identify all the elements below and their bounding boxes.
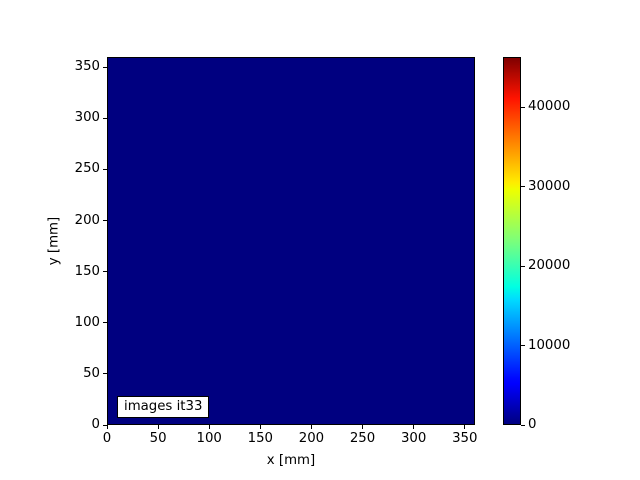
heatmap-plot-area: [107, 57, 475, 425]
y-tick-mark: [103, 271, 107, 273]
x-tick-label: 100: [196, 431, 222, 446]
x-tick-mark: [106, 425, 108, 429]
x-tick-mark: [464, 425, 466, 429]
y-tick-label: 100: [74, 314, 100, 330]
colorbar-tick-mark: [521, 186, 525, 188]
x-tick-label: 0: [102, 431, 112, 446]
y-tick-label: 150: [74, 263, 100, 279]
x-tick-label: 150: [247, 431, 274, 446]
x-tick-mark: [259, 425, 261, 429]
x-tick-label: 200: [298, 431, 325, 446]
y-tick-mark: [103, 168, 107, 170]
colorbar-tick-label: 20000: [528, 258, 571, 274]
y-tick-label: 50: [83, 365, 100, 381]
colorbar-tick-label: 10000: [528, 337, 571, 353]
colorbar-tick-mark: [521, 106, 525, 108]
x-tick-mark: [362, 425, 364, 429]
y-tick-mark: [103, 117, 107, 119]
x-tick-mark: [157, 425, 159, 429]
annotation-box: images it33: [117, 396, 210, 418]
x-tick-mark: [413, 425, 415, 429]
y-tick-mark: [103, 66, 107, 68]
y-tick-mark: [103, 424, 107, 426]
x-tick-label: 350: [452, 431, 478, 446]
colorbar-tick-mark: [521, 345, 525, 347]
y-tick-label: 350: [74, 59, 100, 75]
y-tick-label: 300: [74, 110, 100, 126]
y-tick-label: 250: [74, 161, 100, 177]
x-tick-label: 50: [149, 431, 167, 446]
colorbar-tick-label: 40000: [528, 99, 571, 115]
colorbar-tick-label: 0: [528, 417, 537, 432]
x-tick-label: 250: [349, 431, 376, 446]
colorbar-tick-mark: [521, 424, 525, 426]
y-tick-label: 0: [91, 417, 100, 432]
y-tick-mark: [103, 220, 107, 222]
colorbar-tick-label: 30000: [528, 178, 571, 194]
x-tick-mark: [310, 425, 312, 429]
y-tick-mark: [103, 322, 107, 324]
colorbar-tick-mark: [521, 265, 525, 267]
x-axis-label: x [mm]: [266, 453, 316, 468]
annotation-text: images it33: [124, 399, 203, 414]
x-tick-label: 300: [400, 431, 427, 446]
colorbar-gradient: [503, 57, 521, 425]
y-tick-mark: [103, 373, 107, 375]
x-tick-mark: [208, 425, 210, 429]
y-tick-label: 200: [74, 212, 100, 228]
